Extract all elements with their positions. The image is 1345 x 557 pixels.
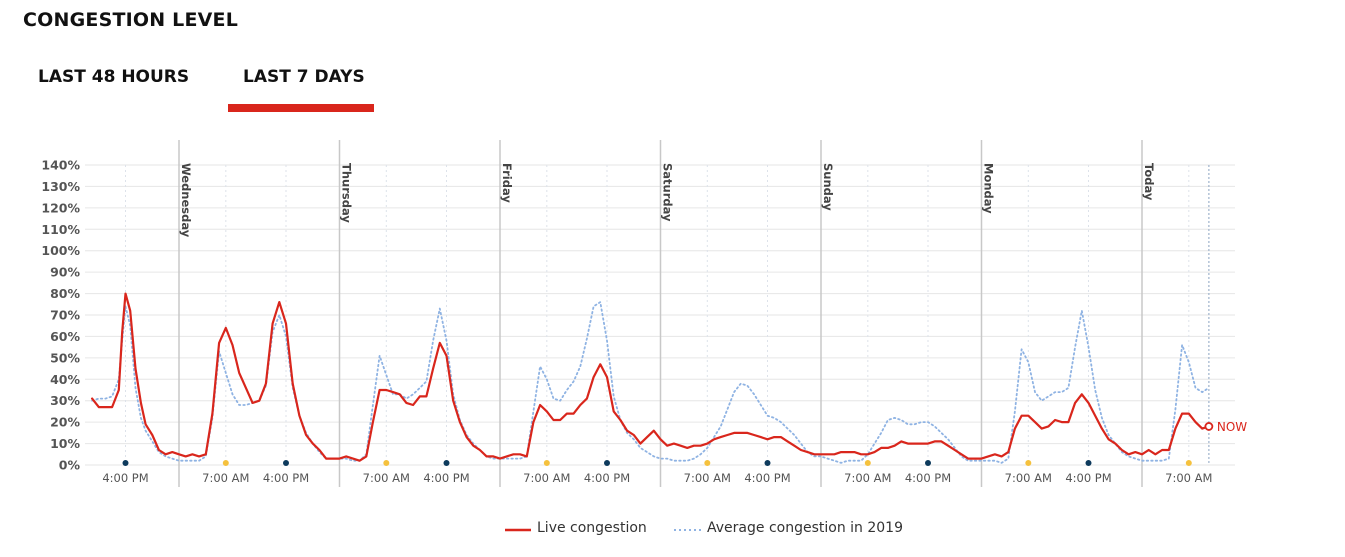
y-tick-label: 10% xyxy=(50,436,80,451)
y-tick-label: 90% xyxy=(50,265,80,280)
y-tick-label: 70% xyxy=(50,308,80,323)
day-label: Friday xyxy=(500,163,514,203)
tab-last-7-days[interactable]: LAST 7 DAYS xyxy=(243,67,365,87)
morning-peak-dot xyxy=(864,460,871,466)
legend-average-label: Average congestion in 2019 xyxy=(707,520,903,536)
y-tick-label: 140% xyxy=(41,158,80,173)
now-marker xyxy=(1204,422,1214,431)
y-tick-label: 80% xyxy=(50,286,80,301)
legend-live-swatch xyxy=(505,528,531,532)
congestion-chart: 0% 10% 20% 30% 40% 50% 60% 70% 80% 90% 100% 110% 120… xyxy=(41,140,1247,487)
x-tick-label: 7:00 AM xyxy=(202,471,249,485)
day-label: Wednesday xyxy=(179,163,193,238)
day-label: Today xyxy=(1142,163,1156,201)
x-tick-label: 4:00 PM xyxy=(263,471,309,485)
x-tick-label: 4:00 PM xyxy=(584,471,630,485)
x-tick-label: 7:00 AM xyxy=(1165,471,1212,485)
average-congestion-line xyxy=(91,301,1210,464)
day-label: Thursday xyxy=(340,163,354,223)
morning-peak-dot xyxy=(222,460,229,466)
x-tick-label: 7:00 AM xyxy=(363,471,410,485)
y-tick-label: 50% xyxy=(50,350,80,365)
morning-peak-dot xyxy=(1185,460,1192,466)
x-tick-label: 4:00 PM xyxy=(1065,471,1111,485)
x-tick-label: 7:00 AM xyxy=(1005,471,1052,485)
x-tick-label: 4:00 PM xyxy=(102,471,148,485)
y-tick-label: 0% xyxy=(59,458,81,473)
afternoon-peak-dot xyxy=(443,460,450,466)
day-label: Monday xyxy=(982,163,996,214)
active-tab-indicator xyxy=(228,104,374,112)
x-tick-label: 4:00 PM xyxy=(905,471,951,485)
x-tick-label: 7:00 AM xyxy=(523,471,570,485)
x-tick-label: 4:00 PM xyxy=(423,471,469,485)
now-label: NOW xyxy=(1217,420,1247,434)
y-tick-label: 60% xyxy=(50,329,80,344)
afternoon-peak-dot xyxy=(925,460,931,466)
y-tick-label: 20% xyxy=(50,415,80,430)
legend-live-label: Live congestion xyxy=(537,520,647,536)
y-tick-label: 100% xyxy=(41,243,80,258)
x-tick-label: 7:00 AM xyxy=(844,471,891,485)
y-tick-label: 130% xyxy=(41,179,80,194)
morning-peak-dot xyxy=(543,460,550,466)
morning-peak-dot xyxy=(704,460,711,466)
afternoon-peak-dot xyxy=(604,460,610,466)
afternoon-peak-dot xyxy=(764,460,771,466)
y-tick-label: 110% xyxy=(41,222,80,237)
afternoon-peak-dot xyxy=(283,460,289,466)
live-congestion-line xyxy=(91,292,1210,462)
afternoon-peak-dot xyxy=(1085,460,1092,466)
y-tick-label: 30% xyxy=(50,393,80,408)
morning-peak-dot xyxy=(1025,460,1032,466)
legend-average-swatch xyxy=(674,529,702,531)
day-label: Saturday xyxy=(661,163,675,222)
x-tick-label: 4:00 PM xyxy=(744,471,790,485)
morning-peak-dot xyxy=(383,460,390,466)
tab-last-48-hours[interactable]: LAST 48 HOURS xyxy=(38,67,190,87)
y-tick-label: 40% xyxy=(50,372,80,387)
day-label: Sunday xyxy=(821,163,835,211)
y-tick-label: 120% xyxy=(41,200,80,215)
afternoon-peak-dot xyxy=(122,460,129,466)
page-title: CONGESTION LEVEL xyxy=(23,9,239,31)
x-tick-label: 7:00 AM xyxy=(684,471,731,485)
